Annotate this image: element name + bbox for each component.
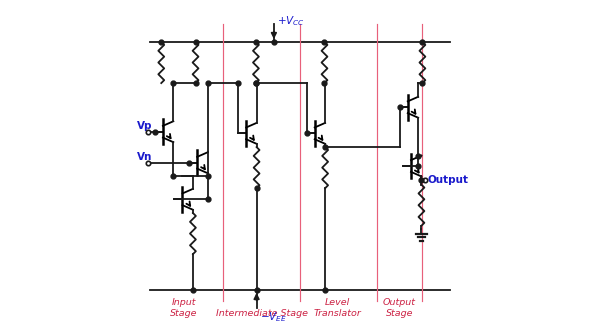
Text: $+V_{CC}$: $+V_{CC}$ (277, 14, 305, 28)
Text: Input
Stage: Input Stage (170, 298, 198, 318)
Text: Output: Output (428, 175, 469, 185)
Text: Intermediate Stage: Intermediate Stage (217, 309, 308, 318)
Text: Vp: Vp (137, 122, 153, 131)
Text: Vn: Vn (137, 152, 153, 162)
Text: Level
Translator: Level Translator (314, 298, 361, 318)
Text: Output
Stage: Output Stage (383, 298, 416, 318)
Text: $-V_{EE}$: $-V_{EE}$ (260, 310, 287, 324)
